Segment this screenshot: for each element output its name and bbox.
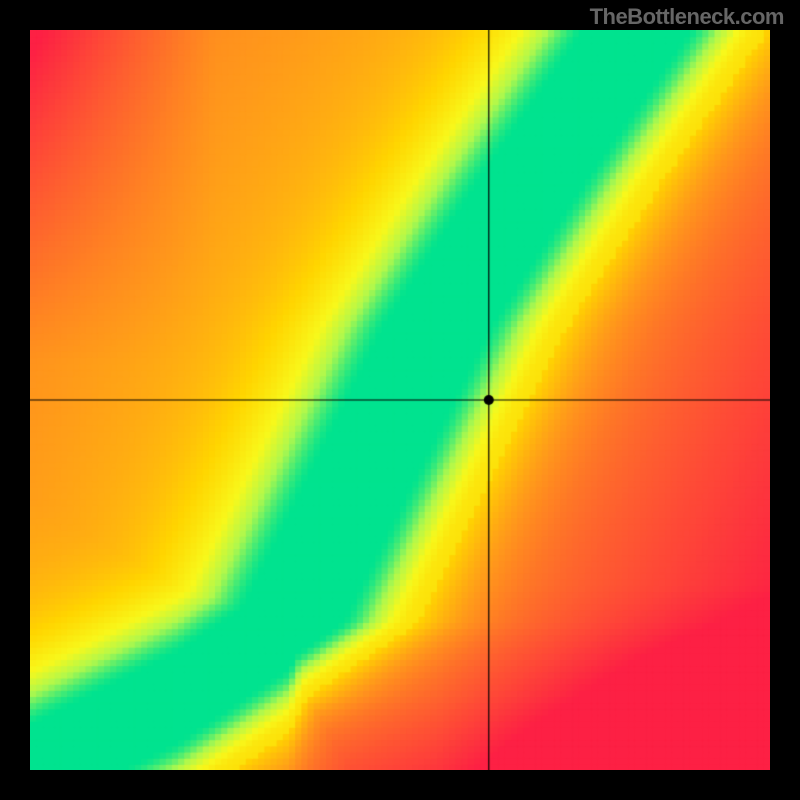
- watermark-text: TheBottleneck.com: [590, 4, 784, 30]
- chart-container: TheBottleneck.com: [0, 0, 800, 800]
- bottleneck-heatmap: [30, 30, 770, 770]
